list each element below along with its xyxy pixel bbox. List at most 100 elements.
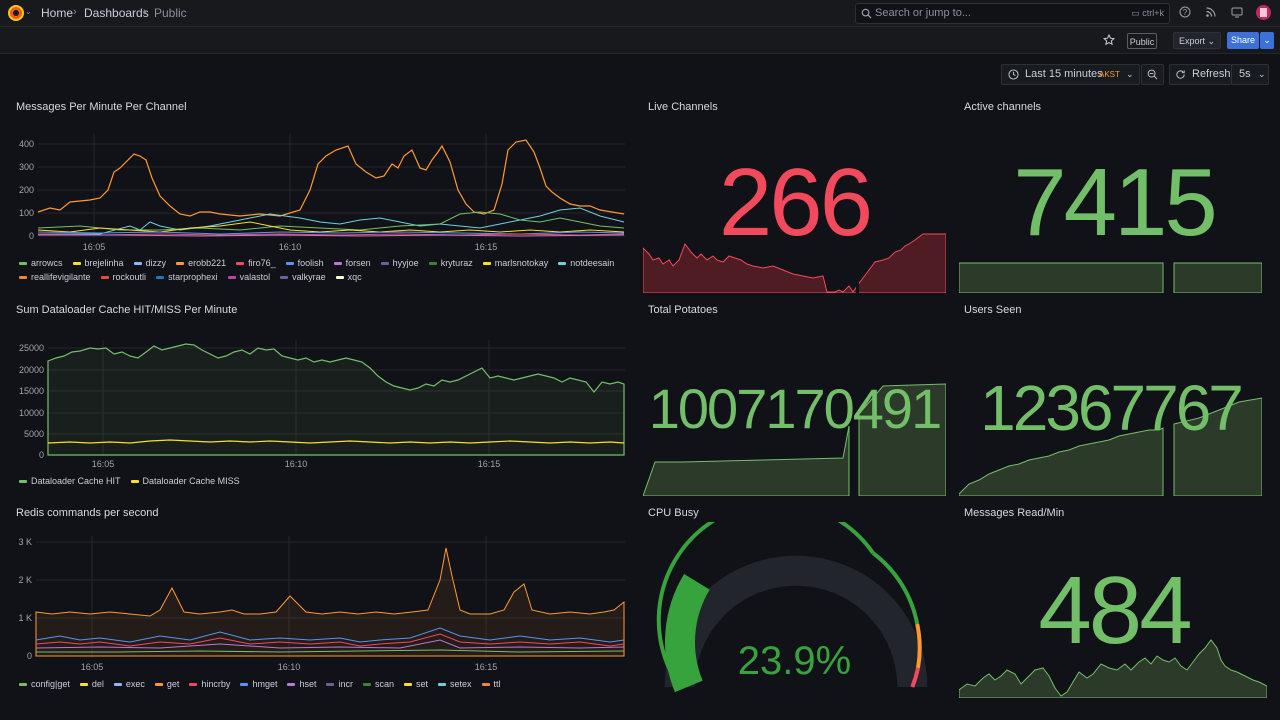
- y-tick: 0: [39, 450, 44, 460]
- legend-label: setex: [450, 679, 472, 689]
- panel-title-dataloader-cache[interactable]: Sum Dataloader Cache HIT/MISS Per Minute: [16, 304, 238, 316]
- legend-item[interactable]: exec: [113, 679, 145, 689]
- legend-item[interactable]: hyyjoe: [380, 258, 419, 268]
- chevron-down-icon[interactable]: ⌄: [25, 7, 32, 16]
- legend-item[interactable]: valkyrae: [280, 272, 326, 282]
- messages-per-minute-legend: arrowcs brejelinha dizzy erobb221 firo76_ foo…: [19, 258, 619, 282]
- total-potatoes-sparkline: [643, 383, 946, 496]
- legend-swatch: [72, 261, 81, 265]
- legend-item[interactable]: rockoutli: [100, 272, 147, 282]
- refresh-icon: [1176, 70, 1185, 79]
- legend-item[interactable]: kryturaz: [428, 258, 473, 268]
- legend-item[interactable]: brejelinha: [72, 258, 124, 268]
- legend-item[interactable]: Dataloader Cache HIT: [19, 476, 121, 486]
- legend-swatch: [280, 275, 289, 279]
- share-button[interactable]: Share: [1227, 32, 1259, 49]
- chevron-down-icon: ⌄: [1258, 69, 1266, 79]
- share-dropdown-chevron-icon[interactable]: ⌄: [1260, 32, 1274, 49]
- help-icon[interactable]: ?: [1178, 6, 1192, 20]
- legend-swatch: [438, 682, 447, 686]
- news-rss-icon[interactable]: [1204, 6, 1218, 20]
- breadcrumb-current: Public: [154, 6, 187, 20]
- avatar[interactable]: [1256, 5, 1271, 20]
- zoom-out-button[interactable]: [1141, 64, 1164, 85]
- grafana-logo[interactable]: [8, 5, 24, 21]
- panel-title-messages-read[interactable]: Messages Read/Min: [964, 507, 1065, 519]
- search-input[interactable]: Search or jump to... ▭ ctrl+k: [855, 3, 1170, 24]
- legend-swatch: [113, 682, 122, 686]
- legend-item[interactable]: ttl: [481, 679, 501, 689]
- panel-title-redis-commands[interactable]: Redis commands per second: [16, 507, 159, 519]
- y-tick: 20000: [19, 365, 44, 375]
- legend-swatch: [19, 261, 27, 265]
- legend-item[interactable]: arrowcs: [19, 258, 63, 268]
- legend-label: hmget: [252, 679, 278, 689]
- legend-swatch: [79, 682, 88, 686]
- legend-swatch: [19, 275, 27, 279]
- zoom-out-icon: [1147, 69, 1158, 80]
- refresh-interval-picker[interactable]: 5s ⌄: [1231, 64, 1269, 85]
- legend-label: marlsnotokay: [494, 258, 549, 268]
- legend-item[interactable]: xqc: [335, 272, 362, 282]
- legend-label: rockoutli: [112, 272, 147, 282]
- legend-label: erobb221: [188, 258, 227, 268]
- legend-item[interactable]: Dataloader Cache MISS: [130, 476, 240, 486]
- series-line-cache-miss: [47, 439, 625, 444]
- time-range-picker[interactable]: Last 15 minutes AKST ⌄: [1001, 64, 1140, 85]
- legend-item[interactable]: forsen: [333, 258, 371, 268]
- series-line-config-get: [36, 649, 625, 653]
- legend-label: Dataloader Cache HIT: [31, 476, 121, 486]
- legend-item[interactable]: scan: [362, 679, 394, 689]
- panel-title-live-channels[interactable]: Live Channels: [648, 101, 718, 113]
- legend-label: valastol: [239, 272, 271, 282]
- legend-item[interactable]: config|get: [19, 679, 70, 689]
- legend-label: get: [166, 679, 180, 689]
- active-channels-value: 7415: [1013, 149, 1218, 256]
- legend-item[interactable]: reallifevigilante: [19, 272, 91, 282]
- legend-label: set: [416, 679, 429, 689]
- legend-item[interactable]: dizzy: [133, 258, 166, 268]
- legend-item[interactable]: set: [404, 679, 428, 689]
- legend-item[interactable]: foolish: [285, 258, 324, 268]
- legend-item[interactable]: del: [79, 679, 104, 689]
- legend-label: config|get: [31, 679, 70, 689]
- legend-item[interactable]: erobb221: [176, 258, 226, 268]
- export-button[interactable]: Export ⌄: [1173, 32, 1221, 49]
- legend-label: brejelinha: [84, 258, 124, 268]
- x-tick: 16:15: [475, 242, 498, 252]
- legend-swatch: [404, 682, 412, 686]
- star-icon[interactable]: [1103, 34, 1115, 46]
- legend-item[interactable]: get: [154, 679, 180, 689]
- panel-title-total-potatoes[interactable]: Total Potatoes: [648, 304, 718, 316]
- legend-item[interactable]: starprophexi: [156, 272, 218, 282]
- x-tick: 16:05: [81, 662, 104, 672]
- export-label: Export: [1178, 36, 1205, 46]
- legend-item[interactable]: valastol: [227, 272, 271, 282]
- legend-swatch: [428, 261, 437, 265]
- cpu-busy-value: 23.9%: [737, 639, 852, 683]
- legend-item[interactable]: notdeesain: [558, 258, 614, 268]
- panel-title-messages-per-minute[interactable]: Messages Per Minute Per Channel: [16, 101, 187, 113]
- gauge-value-arc: [665, 574, 710, 693]
- legend-label: notdeesain: [570, 258, 615, 268]
- legend-item[interactable]: marlsnotokay: [482, 258, 549, 268]
- panel-title-active-channels[interactable]: Active channels: [964, 101, 1042, 113]
- public-badge: Public: [1127, 33, 1157, 49]
- legend-label: foolish: [297, 258, 324, 268]
- monitor-icon[interactable]: [1230, 6, 1244, 20]
- legend-item[interactable]: incr: [326, 679, 353, 689]
- legend-swatch: [333, 261, 342, 265]
- y-tick: 15000: [19, 386, 44, 396]
- legend-item[interactable]: setex: [438, 679, 472, 689]
- legend-item[interactable]: hmget: [240, 679, 277, 689]
- breadcrumb-home[interactable]: Home: [41, 6, 74, 20]
- legend-item[interactable]: hset: [287, 679, 316, 689]
- breadcrumb-dashboards[interactable]: Dashboards: [84, 6, 149, 20]
- panel-title-users-seen[interactable]: Users Seen: [964, 304, 1022, 316]
- panel-title-cpu-busy[interactable]: CPU Busy: [648, 507, 699, 519]
- legend-swatch: [287, 682, 296, 686]
- legend-item[interactable]: hincrby: [189, 679, 230, 689]
- legend-swatch: [335, 275, 344, 279]
- refresh-button[interactable]: Refresh: [1169, 64, 1232, 85]
- legend-item[interactable]: firo76_: [236, 258, 276, 268]
